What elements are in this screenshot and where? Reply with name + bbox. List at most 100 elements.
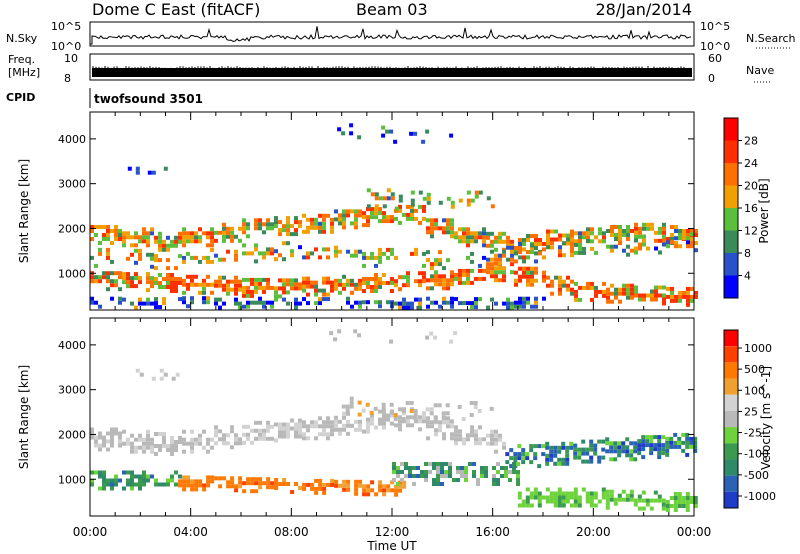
velocity-cell <box>450 436 454 441</box>
velocity-cell <box>689 444 694 449</box>
velocity-cell <box>438 424 442 429</box>
velocity-cell <box>553 491 558 496</box>
power-cell <box>94 225 98 229</box>
power-cell <box>174 235 178 240</box>
power-cell <box>150 301 154 306</box>
velocity-cell <box>545 499 550 504</box>
power-cell <box>630 291 634 296</box>
velocity-cell <box>146 445 150 450</box>
velocity-cell <box>158 444 162 448</box>
velocity-cell <box>326 436 330 441</box>
velocity-cell <box>460 470 464 474</box>
velocity-cell <box>561 499 566 504</box>
power-cell <box>486 262 490 267</box>
velocity-cell <box>90 435 94 440</box>
power-cell <box>186 282 190 287</box>
power-cell <box>442 278 446 283</box>
velocity-cell <box>633 449 638 454</box>
velocity-cell <box>629 493 634 498</box>
velocity-cell <box>398 488 403 493</box>
power-cell <box>422 208 426 213</box>
power-cell <box>154 277 158 281</box>
power-cell <box>278 286 282 291</box>
station-title: Dome C East (fitACF) <box>92 0 260 19</box>
date-title: 28/Jan/2014 <box>595 0 692 19</box>
velocity-cell <box>174 482 178 487</box>
power-cell <box>338 217 342 222</box>
velocity-cell <box>354 427 358 432</box>
power-cell <box>586 235 590 240</box>
power-cell <box>98 241 102 245</box>
velocity-cell <box>673 444 678 449</box>
velocity-cell <box>365 402 370 407</box>
velocity-cell <box>396 470 400 474</box>
velocity-cell <box>549 499 554 504</box>
power-cell <box>458 227 462 232</box>
power-cell <box>374 204 379 209</box>
velocity-cell <box>509 448 514 453</box>
power-cell <box>158 285 162 289</box>
power-cell <box>638 293 642 298</box>
power-cell <box>190 278 194 283</box>
velocity-cell <box>378 417 382 422</box>
velocity-cell <box>398 407 402 412</box>
velocity-cell <box>393 413 398 417</box>
velocity-cell <box>601 491 606 496</box>
velocity-cell <box>593 451 598 456</box>
power-cell <box>218 279 222 284</box>
power-cell <box>346 300 350 305</box>
velocity-cell <box>505 460 510 465</box>
velocity-cell <box>418 415 422 420</box>
velocity-cbar-tick-label: -100 <box>744 448 769 461</box>
power-cell <box>586 285 590 290</box>
power-cell <box>94 279 98 284</box>
velocity-cbar-tick-label: -25 <box>744 427 762 440</box>
power-cell <box>558 291 562 296</box>
velocity-cell <box>114 431 118 436</box>
velocity-cell <box>461 417 466 421</box>
velocity-cell <box>402 419 406 424</box>
velocity-cell <box>432 466 436 470</box>
power-cell <box>258 226 262 231</box>
velocity-cell <box>429 411 434 416</box>
power-cell <box>386 219 390 224</box>
power-cell <box>286 282 290 287</box>
velocity-cbar-tick-label: 100 <box>744 384 765 397</box>
velocity-cell <box>585 447 590 452</box>
power-cell <box>338 249 342 254</box>
velocity-cell <box>286 482 291 486</box>
velocity-cell <box>545 445 550 450</box>
power-cell <box>602 231 606 236</box>
velocity-cell <box>318 478 323 483</box>
power-cell <box>94 300 98 305</box>
power-cell <box>385 129 390 134</box>
power-cell <box>458 272 462 277</box>
power-cell <box>170 277 174 281</box>
velocity-cell <box>186 483 191 488</box>
velocity-cell <box>456 466 460 470</box>
power-cell <box>686 236 690 241</box>
velocity-cell <box>381 406 386 411</box>
power-cell <box>282 297 286 302</box>
velocity-cell <box>517 444 522 449</box>
velocity-cell <box>448 462 452 466</box>
velocity-cell <box>182 487 187 492</box>
power-cell <box>554 237 558 242</box>
power-cell <box>322 280 326 285</box>
power-cell <box>466 268 470 273</box>
velocity-cell <box>254 481 259 486</box>
power-cell <box>146 276 150 281</box>
power-cell <box>438 274 442 279</box>
velocity-cell <box>110 443 114 448</box>
power-cell <box>670 240 674 245</box>
power-cell <box>394 279 398 284</box>
velocity-cell <box>171 376 176 381</box>
power-cell <box>182 239 186 244</box>
power-cell <box>106 271 110 276</box>
velocity-cell <box>553 445 558 450</box>
power-cell <box>690 294 694 299</box>
power-cell <box>362 300 366 305</box>
power-cell <box>102 233 106 237</box>
velocity-cell <box>589 499 594 504</box>
